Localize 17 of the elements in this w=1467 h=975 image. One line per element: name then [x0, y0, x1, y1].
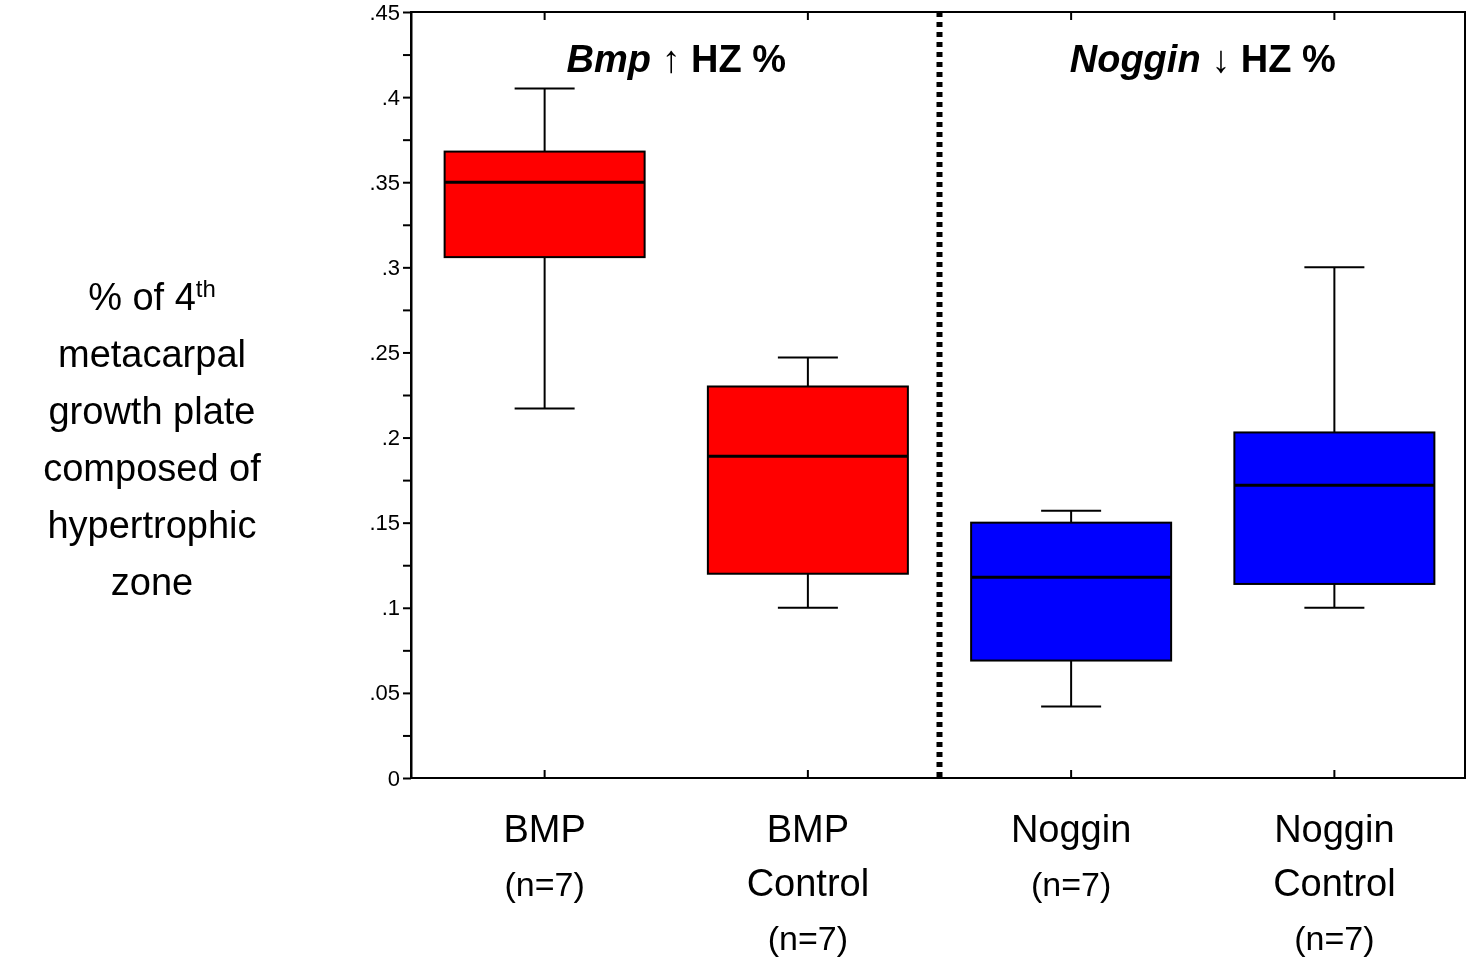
y-tick-label: .2 [381, 425, 400, 451]
x-tick-label: BMP Control (n=7) [746, 808, 870, 957]
y-tick-label: .45 [369, 0, 400, 25]
x-tick-label: Noggin (n=7) [1010, 808, 1132, 903]
y-tick-label: .1 [381, 595, 400, 621]
x-tick-label: BMP (n=7) [503, 808, 586, 903]
y-tick-label: .35 [369, 169, 400, 195]
text: % of 4$^{th}$ metacarpal growth plate composed of hypertrophic zone [43, 274, 261, 603]
y-tick-label: .25 [369, 339, 400, 365]
annotation: Noggin ↓ HZ % [1069, 38, 1336, 80]
y-tick-label: .15 [369, 510, 400, 536]
y-tick-label: .4 [381, 84, 400, 110]
annotation: Bmp ↑ HZ % [566, 38, 787, 80]
y-tick-label: .3 [381, 254, 400, 280]
y-tick-label: 0 [387, 765, 400, 791]
y-tick-label: .05 [369, 680, 400, 706]
x-tick-label: Noggin Control (n=7) [1273, 808, 1396, 957]
